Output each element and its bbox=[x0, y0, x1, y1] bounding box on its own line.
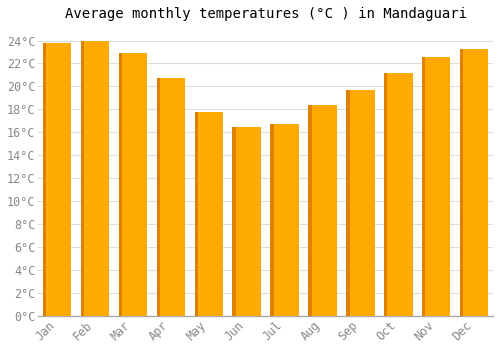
Bar bbox=[308, 105, 312, 316]
Bar bbox=[194, 112, 223, 316]
Bar bbox=[119, 53, 147, 316]
Bar bbox=[119, 53, 122, 316]
Bar bbox=[270, 124, 299, 316]
Bar bbox=[384, 73, 388, 316]
Bar bbox=[460, 49, 488, 316]
Bar bbox=[43, 43, 46, 316]
Bar bbox=[156, 78, 185, 316]
Bar bbox=[81, 41, 84, 316]
Bar bbox=[232, 127, 236, 316]
Bar bbox=[232, 127, 261, 316]
Bar bbox=[422, 57, 426, 316]
Bar bbox=[346, 90, 350, 316]
Bar bbox=[194, 112, 198, 316]
Bar bbox=[43, 43, 72, 316]
Bar bbox=[270, 124, 274, 316]
Bar bbox=[460, 49, 464, 316]
Bar bbox=[81, 41, 110, 316]
Bar bbox=[156, 78, 160, 316]
Bar bbox=[384, 73, 412, 316]
Bar bbox=[346, 90, 374, 316]
Bar bbox=[308, 105, 336, 316]
Bar bbox=[422, 57, 450, 316]
Title: Average monthly temperatures (°C ) in Mandaguari: Average monthly temperatures (°C ) in Ma… bbox=[64, 7, 466, 21]
